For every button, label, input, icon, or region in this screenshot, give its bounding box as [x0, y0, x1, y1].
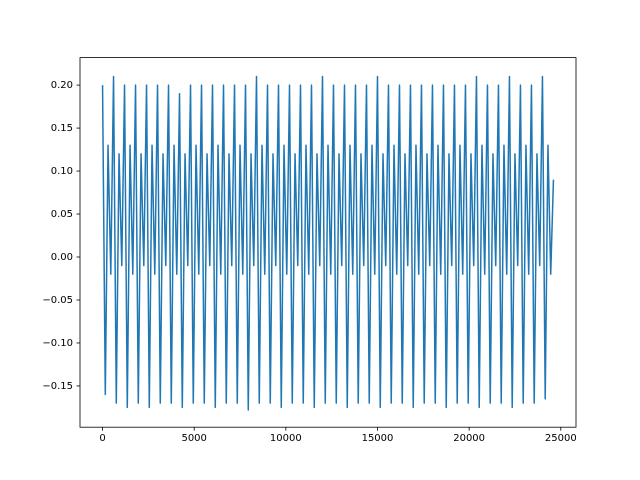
data-line: [101, 75, 555, 411]
x-tick-label: 15000: [362, 433, 394, 444]
x-tick-label: 5000: [181, 433, 206, 444]
y-tick-label: −0.05: [42, 295, 73, 306]
y-tick-label: 0.20: [51, 80, 73, 91]
x-tick-label: 25000: [545, 433, 577, 444]
x-tick-label: 10000: [270, 433, 302, 444]
x-tick-label: 0: [99, 433, 105, 444]
y-tick-label: −0.15: [42, 381, 73, 392]
y-tick-label: 0.15: [51, 123, 73, 134]
y-tick-label: 0.10: [51, 166, 73, 177]
y-tick-label: 0.00: [51, 252, 73, 263]
x-tick-label: 20000: [453, 433, 485, 444]
y-tick-label: −0.10: [42, 338, 73, 349]
plot-frame: [79, 57, 577, 428]
y-tick-label: 0.05: [51, 209, 73, 220]
